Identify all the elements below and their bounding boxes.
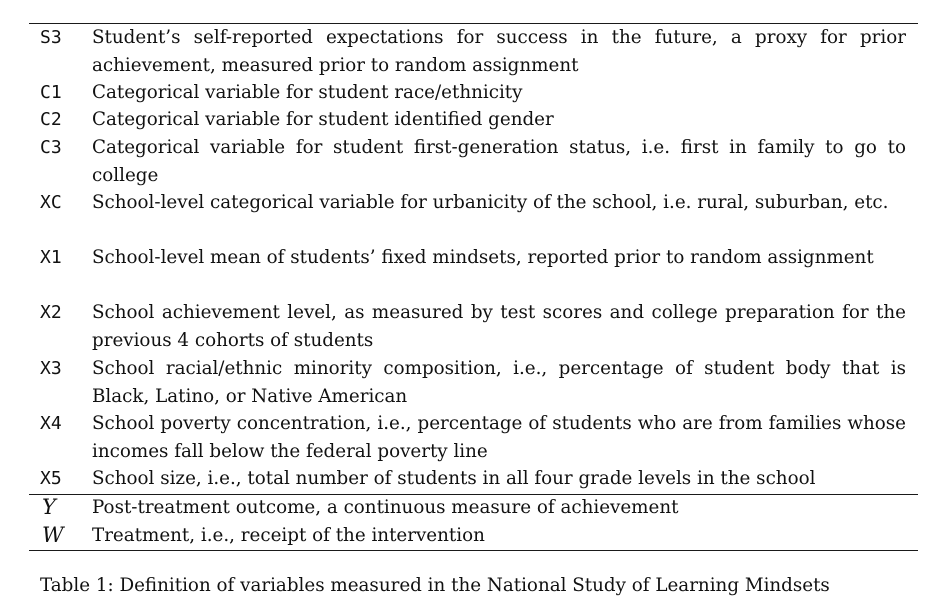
bottom-rule [29, 550, 918, 551]
variable-code-w: W [42, 523, 64, 547]
variable-desc-c3: Categorical variable for student first-g… [92, 137, 906, 186]
variable-code-xc: XC [40, 192, 62, 213]
variable-code-x3: X3 [40, 358, 62, 379]
variable-desc-w: Treatment, i.e., receipt of the interven… [92, 525, 485, 546]
variable-code-c1: C1 [40, 82, 62, 103]
variable-code-x5: X5 [40, 468, 62, 489]
table-caption: Table 1: Definition of variables measure… [40, 575, 830, 596]
variable-desc-c1: Categorical variable for student race/et… [92, 82, 523, 103]
variable-desc-s3: Student’s self-reported expectations for… [92, 27, 906, 76]
midrule [29, 494, 918, 495]
variable-code-x2: X2 [40, 302, 62, 323]
variable-desc-x3: School racial/ethnic minority compositio… [92, 358, 906, 407]
variable-code-y: Y [42, 495, 56, 519]
variable-code-s3: S3 [40, 27, 62, 48]
variable-desc-x1: School-level mean of students’ fixed min… [92, 247, 874, 268]
variable-desc-x5: School size, i.e., total number of stude… [92, 468, 816, 489]
variable-code-c3: C3 [40, 137, 62, 158]
top-rule [29, 23, 918, 24]
variable-code-c2: C2 [40, 109, 62, 130]
variable-desc-c2: Categorical variable for student identif… [92, 109, 554, 130]
variable-code-x4: X4 [40, 413, 62, 434]
variable-desc-xc: School-level categorical variable for ur… [92, 192, 889, 213]
variable-desc-y: Post-treatment outcome, a continuous mea… [92, 497, 679, 518]
variable-desc-x2: School achievement level, as measured by… [92, 302, 906, 351]
variable-desc-x4: School poverty concentration, i.e., perc… [92, 413, 906, 462]
variable-code-x1: X1 [40, 247, 62, 268]
